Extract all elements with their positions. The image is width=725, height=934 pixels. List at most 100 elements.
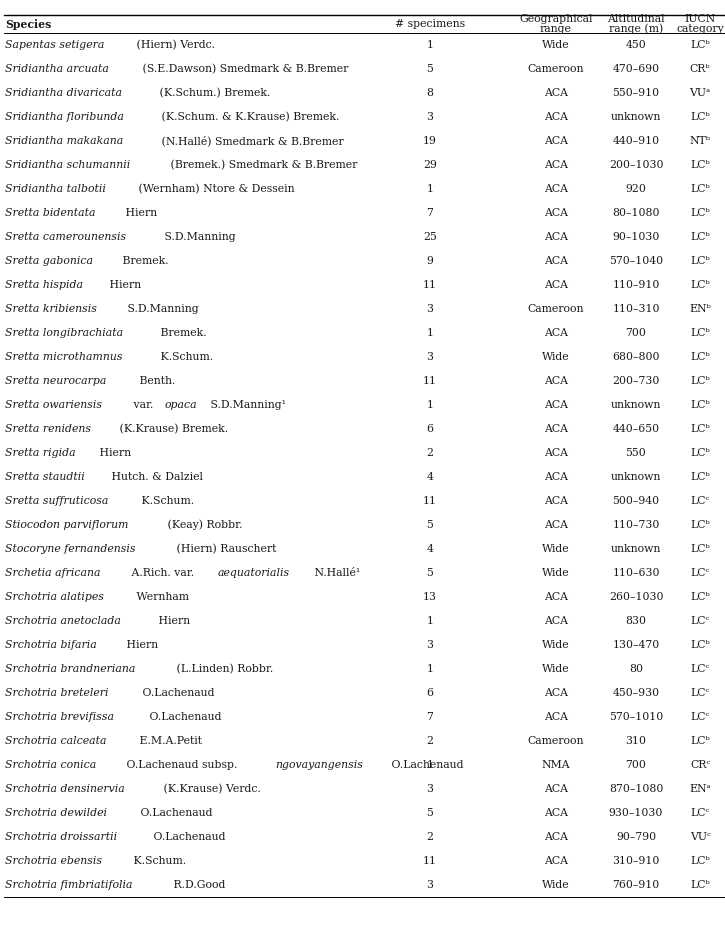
Text: 1: 1 — [426, 328, 434, 338]
Text: ACA: ACA — [544, 592, 568, 602]
Text: 680–800: 680–800 — [612, 352, 660, 362]
Text: Srchotria brandneriana: Srchotria brandneriana — [5, 664, 136, 674]
Text: 450: 450 — [626, 40, 647, 50]
Text: 1: 1 — [426, 400, 434, 410]
Text: 7: 7 — [426, 208, 434, 218]
Text: 450–930: 450–930 — [613, 688, 660, 698]
Text: ACA: ACA — [544, 328, 568, 338]
Text: ACA: ACA — [544, 616, 568, 626]
Text: 110–910: 110–910 — [613, 280, 660, 290]
Text: 3: 3 — [426, 112, 434, 122]
Text: (Wernham) Ntore & Dessein: (Wernham) Ntore & Dessein — [135, 184, 295, 194]
Text: Wide: Wide — [542, 40, 570, 50]
Text: LCᶜ: LCᶜ — [690, 568, 710, 578]
Text: ACA: ACA — [544, 160, 568, 170]
Text: 5: 5 — [426, 808, 434, 818]
Text: (S.E.Dawson) Smedmark & B.Bremer: (S.E.Dawson) Smedmark & B.Bremer — [139, 64, 349, 74]
Text: Sridiantha makakana: Sridiantha makakana — [5, 136, 123, 146]
Text: 5: 5 — [426, 568, 434, 578]
Text: (K.Krause) Bremek.: (K.Krause) Bremek. — [116, 424, 228, 434]
Text: Srchotria brevifissa: Srchotria brevifissa — [5, 712, 114, 722]
Text: unknown: unknown — [610, 544, 661, 554]
Text: unknown: unknown — [610, 112, 661, 122]
Text: LCᵇ: LCᵇ — [690, 376, 710, 386]
Text: Sridiantha talbotii: Sridiantha talbotii — [5, 184, 106, 194]
Text: (Hiern) Rauschert: (Hiern) Rauschert — [173, 544, 277, 554]
Text: NMA: NMA — [542, 760, 571, 770]
Text: LCᵇ: LCᵇ — [690, 448, 710, 458]
Text: VUᶜ: VUᶜ — [689, 832, 710, 842]
Text: ENᵃ: ENᵃ — [689, 784, 711, 794]
Text: Stiocodon parviflorum: Stiocodon parviflorum — [5, 520, 128, 530]
Text: O.Lachenaud: O.Lachenaud — [146, 712, 221, 722]
Text: 310: 310 — [626, 736, 647, 746]
Text: 19: 19 — [423, 136, 437, 146]
Text: VUᵃ: VUᵃ — [689, 88, 710, 98]
Text: LCᶜ: LCᶜ — [690, 688, 710, 698]
Text: ACA: ACA — [544, 208, 568, 218]
Text: Srchotria fimbriatifolia: Srchotria fimbriatifolia — [5, 880, 133, 890]
Text: 3: 3 — [426, 880, 434, 890]
Text: 3: 3 — [426, 784, 434, 794]
Text: opaca: opaca — [165, 400, 197, 410]
Text: CRᶜ: CRᶜ — [690, 760, 710, 770]
Text: 130–470: 130–470 — [613, 640, 660, 650]
Text: A.Rich. var.: A.Rich. var. — [128, 568, 198, 578]
Text: LCᵇ: LCᵇ — [690, 520, 710, 530]
Text: 200–730: 200–730 — [613, 376, 660, 386]
Text: 2: 2 — [426, 736, 434, 746]
Text: O.Lachenaud: O.Lachenaud — [388, 760, 464, 770]
Text: LCᶜ: LCᶜ — [690, 616, 710, 626]
Text: Species: Species — [5, 19, 51, 30]
Text: LCᵇ: LCᵇ — [690, 184, 710, 194]
Text: ACA: ACA — [544, 232, 568, 242]
Text: 29: 29 — [423, 160, 437, 170]
Text: ACA: ACA — [544, 496, 568, 506]
Text: ACA: ACA — [544, 808, 568, 818]
Text: ACA: ACA — [544, 184, 568, 194]
Text: var.: var. — [130, 400, 157, 410]
Text: 7: 7 — [426, 712, 434, 722]
Text: CRᵇ: CRᵇ — [689, 64, 710, 74]
Text: LCᵇ: LCᵇ — [690, 472, 710, 482]
Text: S.D.Manning: S.D.Manning — [123, 304, 198, 314]
Text: LCᵇ: LCᵇ — [690, 880, 710, 890]
Text: 550–910: 550–910 — [613, 88, 660, 98]
Text: Sretta kribiensis: Sretta kribiensis — [5, 304, 97, 314]
Text: ACA: ACA — [544, 712, 568, 722]
Text: Hutch. & Dalziel: Hutch. & Dalziel — [108, 472, 203, 482]
Text: 470–690: 470–690 — [613, 64, 660, 74]
Text: Sridiantha divaricata: Sridiantha divaricata — [5, 88, 122, 98]
Text: 1: 1 — [426, 664, 434, 674]
Text: 80–1080: 80–1080 — [612, 208, 660, 218]
Text: ACA: ACA — [544, 832, 568, 842]
Text: 11: 11 — [423, 376, 437, 386]
Text: ACA: ACA — [544, 400, 568, 410]
Text: LCᵇ: LCᵇ — [690, 424, 710, 434]
Text: ACA: ACA — [544, 280, 568, 290]
Text: Hiern: Hiern — [106, 280, 141, 290]
Text: (Hiern) Verdc.: (Hiern) Verdc. — [133, 40, 215, 50]
Text: ACA: ACA — [544, 136, 568, 146]
Text: Sridiantha arcuata: Sridiantha arcuata — [5, 64, 109, 74]
Text: 1: 1 — [426, 616, 434, 626]
Text: E.M.A.Petit: E.M.A.Petit — [136, 736, 202, 746]
Text: Wide: Wide — [542, 880, 570, 890]
Text: 500–940: 500–940 — [613, 496, 660, 506]
Text: Sretta rigida: Sretta rigida — [5, 448, 75, 458]
Text: Benth.: Benth. — [136, 376, 175, 386]
Text: (K.Krause) Verdc.: (K.Krause) Verdc. — [160, 784, 260, 794]
Text: Sretta renidens: Sretta renidens — [5, 424, 91, 434]
Text: 570–1010: 570–1010 — [609, 712, 663, 722]
Text: 1: 1 — [426, 40, 434, 50]
Text: 2: 2 — [426, 832, 434, 842]
Text: LCᵇ: LCᵇ — [690, 640, 710, 650]
Text: 11: 11 — [423, 856, 437, 866]
Text: 310–910: 310–910 — [613, 856, 660, 866]
Text: ACA: ACA — [544, 376, 568, 386]
Text: 6: 6 — [426, 424, 434, 434]
Text: ACA: ACA — [544, 112, 568, 122]
Text: LCᵇ: LCᵇ — [690, 160, 710, 170]
Text: 440–910: 440–910 — [613, 136, 660, 146]
Text: 1: 1 — [426, 760, 434, 770]
